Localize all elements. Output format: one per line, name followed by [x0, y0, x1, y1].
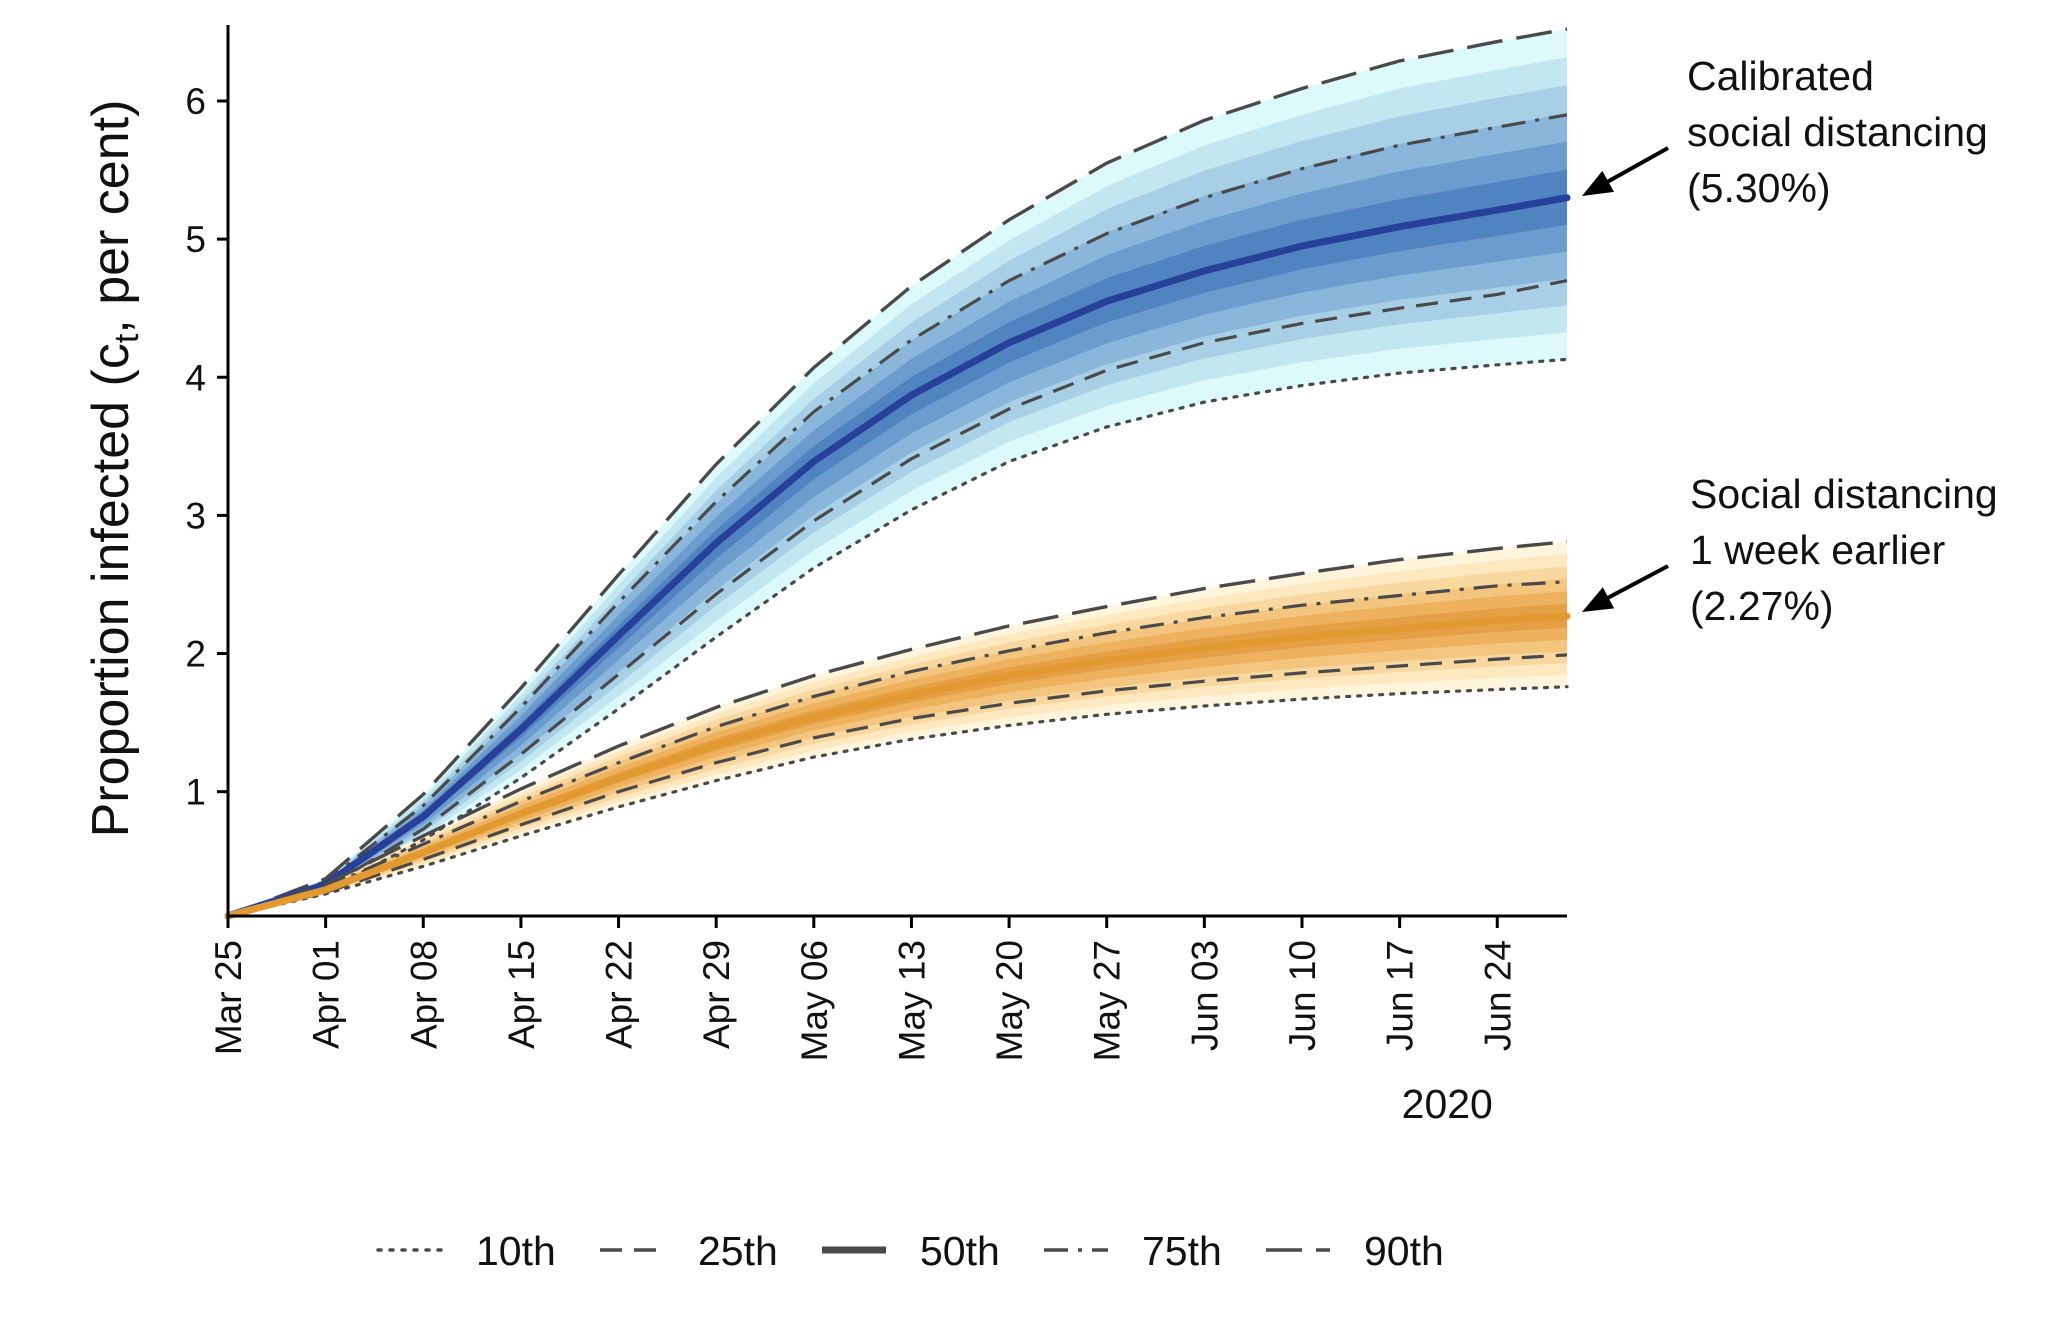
- annotation-arrow-head-s0: [1582, 170, 1615, 196]
- legend-label-25th: 25th: [698, 1228, 778, 1274]
- x-tick-label: Jun 17: [1380, 940, 1421, 1051]
- y-axis-label-prefix: Proportion infected (c: [82, 343, 140, 837]
- line-p10-s1: [226, 685, 1569, 918]
- line-p75-s1: [227, 580, 1568, 918]
- line-p90-s0: [227, 27, 1568, 918]
- y-tick-label: 5: [185, 219, 206, 260]
- y-tick-label: 4: [185, 357, 206, 398]
- y-axis-label-suffix: , per cent): [82, 100, 140, 334]
- y-axis-label: Proportion infected (ct, per cent): [82, 100, 146, 838]
- year-label: 2020: [1402, 1081, 1493, 1127]
- y-tick-label: 1: [185, 772, 206, 813]
- fan-band-s1-5: [228, 603, 1567, 916]
- y-tick-label: 2: [185, 634, 206, 675]
- fan-bands: [228, 29, 1567, 917]
- annotation-line-s1-1: 1 week earlier: [1690, 527, 1945, 573]
- x-tick-label: Apr 01: [306, 940, 347, 1049]
- y-tick-label: 3: [185, 495, 206, 536]
- line-p10-s0: [226, 357, 1569, 918]
- line-p50-s0: [224, 194, 1571, 920]
- legend-label-10th: 10th: [476, 1228, 556, 1274]
- line-p90-s1: [227, 539, 1568, 918]
- annotation-line-s1-0: Social distancing: [1690, 471, 1998, 517]
- legend-label-75th: 75th: [1142, 1228, 1222, 1274]
- y-axis-label-subscript: t: [108, 333, 146, 343]
- axes: [226, 25, 1567, 918]
- x-tick-label: Jun 10: [1282, 940, 1323, 1051]
- legend: 10th 25th 50th 75th 90th: [376, 1228, 1444, 1274]
- y-ticks: 1 2 3 4 5 6: [185, 81, 228, 813]
- x-tick-label: Apr 22: [599, 940, 640, 1049]
- annotations: Calibrated social distancing (5.30%) Social…: [1582, 53, 1998, 629]
- x-ticks: Mar 25 Apr 01 Apr 08 Apr 15 Apr 22 Apr 29 May …: [208, 916, 1518, 1061]
- x-tick-label: May 27: [1087, 940, 1128, 1061]
- x-tick-label: Apr 15: [501, 940, 542, 1049]
- percentile-lines: [224, 27, 1571, 920]
- x-tick-label: Apr 29: [696, 940, 737, 1049]
- annotation-arrow-shaft-s0: [1599, 146, 1669, 188]
- x-tick-label: Jun 24: [1477, 940, 1518, 1051]
- fan-band-s0-5: [228, 169, 1567, 917]
- legend-label-50th: 50th: [920, 1228, 1000, 1274]
- annotation-line-s0-0: Calibrated: [1687, 53, 1874, 99]
- annotation-arrow-head-s1: [1582, 587, 1615, 612]
- x-tick-label: Apr 08: [403, 940, 444, 1049]
- annotation-arrow-shaft-s1: [1599, 564, 1669, 604]
- x-tick-label: May 20: [989, 940, 1030, 1061]
- x-tick-label: May 06: [794, 940, 835, 1061]
- fan-band-s0-3: [228, 113, 1567, 916]
- legend-label-90th: 90th: [1364, 1228, 1444, 1274]
- line-p25-s1: [227, 653, 1568, 918]
- x-tick-label: Mar 25: [208, 940, 249, 1055]
- line-p25-s0: [227, 279, 1568, 918]
- annotation-line-s1-2: (2.27%): [1690, 583, 1834, 629]
- annotation-line-s0-2: (5.30%): [1687, 165, 1831, 211]
- x-tick-label: Jun 03: [1184, 940, 1225, 1051]
- y-tick-label: 6: [185, 81, 206, 122]
- line-p75-s0: [227, 113, 1568, 918]
- x-tick-label: May 13: [891, 940, 932, 1061]
- line-p50-s1: [224, 612, 1571, 920]
- annotation-line-s0-1: social distancing: [1687, 109, 1988, 155]
